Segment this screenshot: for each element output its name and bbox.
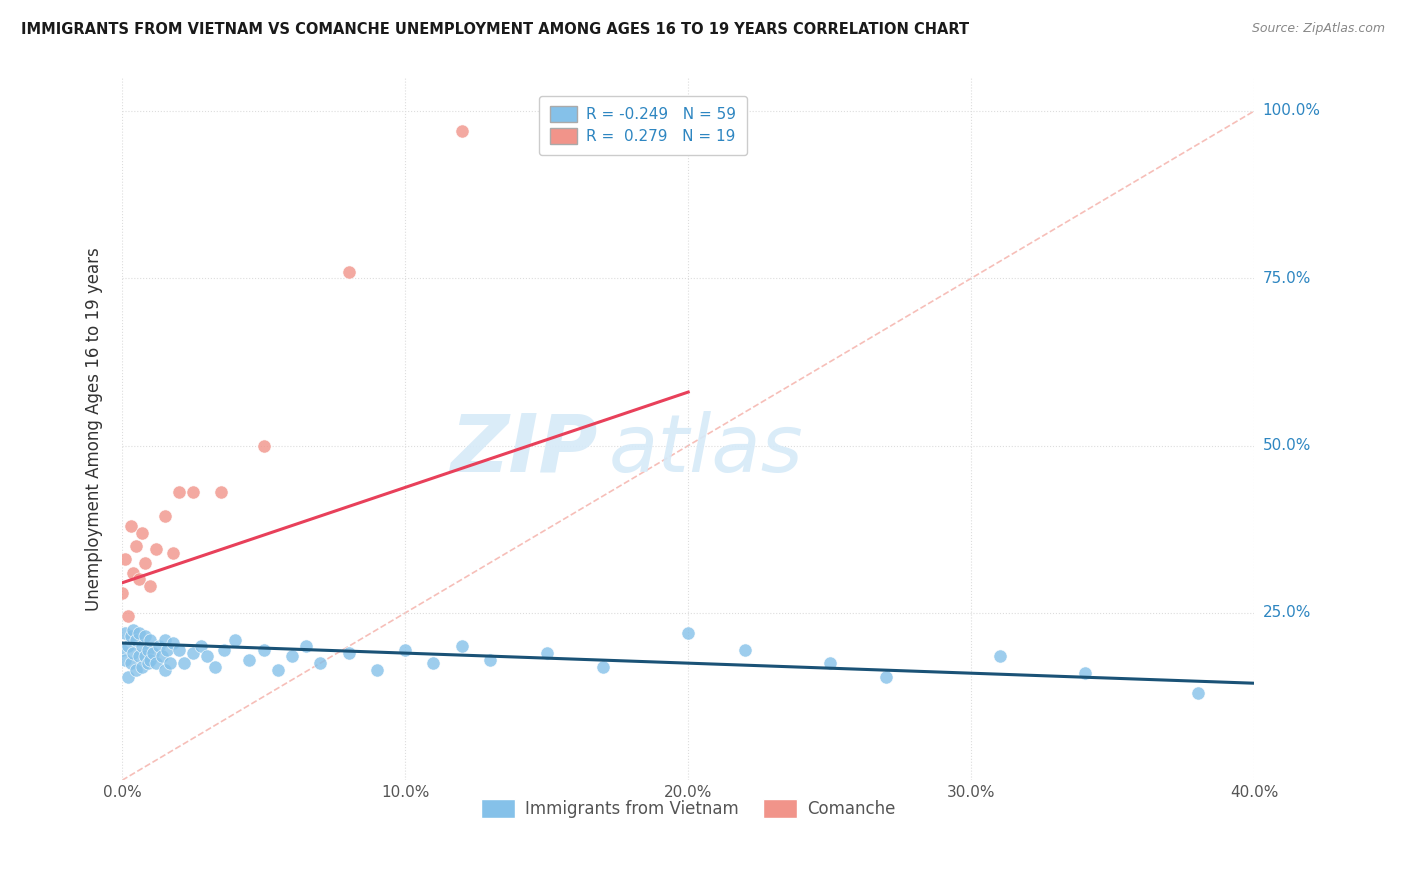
Point (120, 629, 142, 643)
Point (125, 539, 148, 553)
Point (156, 642, 179, 657)
Point (128, 573, 150, 587)
Text: 75.0%: 75.0% (1263, 271, 1310, 285)
Point (162, 636, 184, 650)
Point (131, 525, 153, 540)
Point (309, 656, 332, 670)
Point (128, 626, 150, 640)
Point (145, 656, 167, 670)
Text: atlas: atlas (609, 411, 804, 489)
Point (181, 646, 204, 660)
Point (128, 649, 150, 664)
Point (167, 642, 190, 657)
Point (153, 508, 176, 523)
Point (134, 629, 156, 643)
Point (1073, 666, 1095, 681)
Point (134, 649, 156, 664)
Point (167, 485, 190, 500)
Point (159, 656, 181, 670)
Point (337, 264, 360, 278)
Point (394, 642, 416, 657)
Point (337, 646, 360, 660)
Point (120, 519, 142, 533)
Point (875, 669, 897, 683)
Point (150, 649, 173, 664)
Point (224, 632, 246, 647)
Legend: Immigrants from Vietnam, Comanche: Immigrants from Vietnam, Comanche (475, 792, 901, 825)
Point (295, 640, 318, 654)
Point (252, 439, 274, 453)
Point (139, 653, 162, 667)
Point (162, 546, 184, 560)
Point (117, 640, 139, 654)
Point (111, 642, 134, 657)
Point (212, 642, 235, 657)
Point (252, 642, 274, 657)
Point (238, 653, 260, 667)
Point (676, 626, 699, 640)
Point (136, 642, 159, 657)
Text: IMMIGRANTS FROM VIETNAM VS COMANCHE UNEMPLOYMENT AMONG AGES 16 TO 19 YEARS CORRE: IMMIGRANTS FROM VIETNAM VS COMANCHE UNEM… (21, 22, 969, 37)
Text: 50.0%: 50.0% (1263, 438, 1310, 453)
Y-axis label: Unemployment Among Ages 16 to 19 years: Unemployment Among Ages 16 to 19 years (86, 247, 103, 611)
Point (153, 632, 176, 647)
Point (153, 663, 176, 677)
Point (125, 632, 148, 647)
Point (117, 609, 139, 624)
Point (422, 656, 444, 670)
Point (1187, 686, 1209, 700)
Point (139, 632, 162, 647)
Point (818, 656, 841, 670)
Point (450, 124, 472, 138)
Point (173, 656, 195, 670)
Point (450, 640, 472, 654)
Point (195, 649, 218, 664)
Point (181, 485, 204, 500)
Text: 25.0%: 25.0% (1263, 606, 1310, 621)
Point (125, 663, 148, 677)
Point (117, 669, 139, 683)
Point (366, 663, 388, 677)
Point (142, 646, 165, 660)
Point (734, 642, 756, 657)
Point (139, 579, 162, 593)
Point (267, 663, 290, 677)
Point (592, 659, 614, 673)
Point (114, 552, 136, 566)
Point (120, 656, 142, 670)
Text: Source: ZipAtlas.com: Source: ZipAtlas.com (1251, 22, 1385, 36)
Point (122, 566, 145, 580)
Point (111, 586, 134, 600)
Point (122, 646, 145, 660)
Point (988, 649, 1011, 664)
Point (209, 485, 232, 500)
Point (204, 659, 226, 673)
Point (148, 640, 170, 654)
Point (114, 653, 136, 667)
Point (190, 640, 212, 654)
Point (536, 646, 558, 660)
Point (281, 649, 304, 664)
Point (134, 556, 156, 570)
Point (131, 659, 153, 673)
Point (479, 653, 502, 667)
Point (131, 640, 153, 654)
Point (114, 626, 136, 640)
Text: 100.0%: 100.0% (1263, 103, 1320, 119)
Point (145, 542, 167, 557)
Point (122, 623, 145, 637)
Point (136, 656, 159, 670)
Text: ZIP: ZIP (450, 411, 598, 489)
